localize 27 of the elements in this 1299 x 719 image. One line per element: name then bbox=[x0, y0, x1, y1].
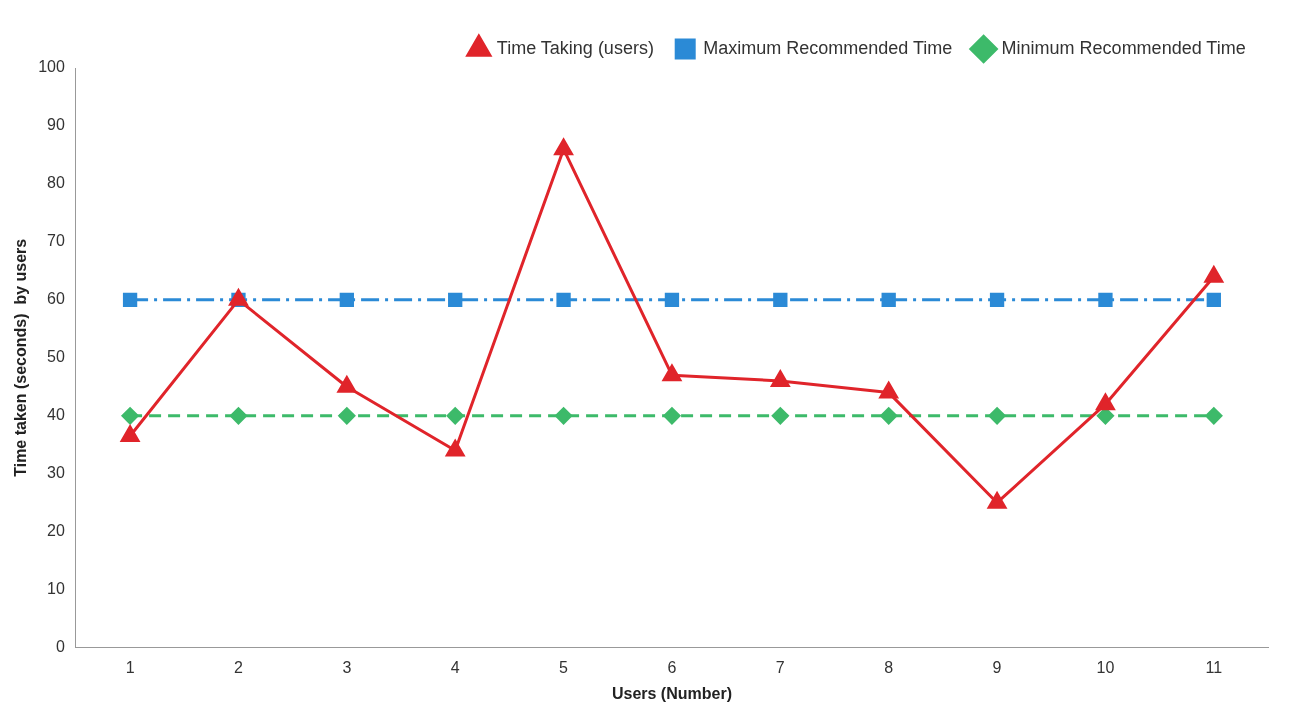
x-tick-label: 2 bbox=[234, 658, 243, 676]
legend-label: Maximum Recommended Time bbox=[703, 37, 953, 58]
x-tick-label: 7 bbox=[775, 658, 785, 676]
x-tick-label: 1 bbox=[125, 658, 135, 676]
y-tick-label: 30 bbox=[47, 464, 65, 482]
y-tick-label: 10 bbox=[47, 580, 65, 598]
y-tick-label: 80 bbox=[47, 174, 65, 192]
x-tick-label: 4 bbox=[450, 658, 460, 676]
y-tick-label: 100 bbox=[38, 58, 65, 76]
x-tick-label: 5 bbox=[559, 658, 569, 676]
y-tick-label: 60 bbox=[47, 290, 65, 308]
legend-label: Time Taking (users) bbox=[496, 37, 654, 58]
y-tick-label: 90 bbox=[47, 116, 65, 134]
y-tick-label: 70 bbox=[47, 232, 65, 250]
x-tick-label: 9 bbox=[992, 658, 1002, 676]
legend-label: Minimum Recommended Time bbox=[1001, 37, 1246, 58]
x-tick-label: 6 bbox=[667, 658, 677, 676]
y-tick-label: 50 bbox=[47, 348, 65, 366]
y-tick-label: 20 bbox=[47, 522, 65, 540]
x-axis-title: Users (Number) bbox=[611, 684, 732, 702]
x-tick-label: 8 bbox=[884, 658, 894, 676]
x-tick-label: 3 bbox=[342, 658, 352, 676]
y-axis-title: Time taken (seconds) by users bbox=[12, 238, 30, 477]
x-tick-label: 11 bbox=[1205, 658, 1223, 676]
y-tick-label: 40 bbox=[47, 406, 65, 424]
y-tick-label: 0 bbox=[55, 638, 65, 656]
x-tick-label: 10 bbox=[1096, 658, 1115, 676]
